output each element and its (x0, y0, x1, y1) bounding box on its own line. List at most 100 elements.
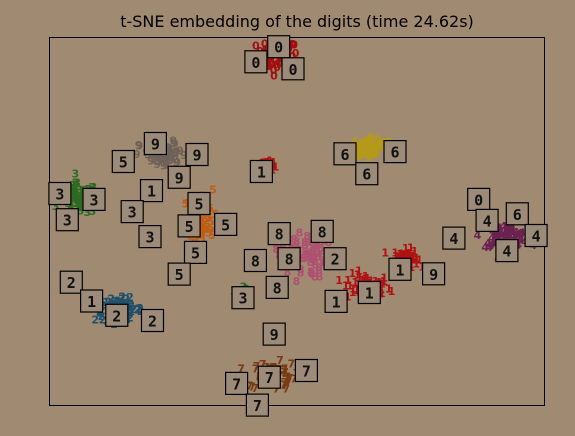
point-digit-9: 9 (166, 147, 174, 160)
point-digit-1: 1 (361, 273, 369, 286)
point-digit-3: 3 (75, 184, 83, 197)
point-digit-7: 7 (284, 376, 292, 389)
digit-thumbnail: 7 (257, 365, 281, 389)
point-digit-7: 7 (286, 372, 294, 385)
point-digit-6: 6 (354, 149, 362, 162)
digit-thumbnail: 9 (422, 262, 446, 286)
point-digit-1: 1 (402, 250, 410, 263)
thumbnail-digit-label: 7 (302, 363, 311, 381)
point-digit-4: 4 (485, 241, 493, 254)
point-digit-4: 4 (498, 233, 506, 246)
point-digit-2: 2 (136, 302, 144, 315)
point-digit-3: 3 (68, 179, 76, 192)
point-digit-0: 0 (267, 59, 275, 72)
thumbnail-digit-label: 2 (67, 274, 76, 292)
point-digit-7: 7 (246, 379, 254, 392)
point-digit-8: 8 (293, 235, 301, 248)
thumbnail-digit-label: 1 (365, 285, 374, 303)
point-digit-8: 8 (319, 257, 327, 270)
point-digit-1: 1 (397, 250, 405, 263)
point-digit-6: 6 (375, 138, 383, 151)
point-digit-1: 1 (402, 249, 410, 262)
point-digit-0: 0 (265, 60, 273, 73)
point-digit-3: 3 (76, 187, 84, 200)
point-digit-4: 4 (506, 232, 514, 245)
thumbnail-frame (267, 222, 291, 246)
thumbnail-digit-label: 1 (147, 183, 156, 201)
point-digit-4: 4 (494, 229, 502, 242)
point-digit-1: 1 (354, 268, 362, 281)
point-digit-5: 5 (198, 228, 206, 241)
thumbnail-frame (55, 208, 79, 232)
point-digit-6: 6 (362, 142, 370, 155)
point-digit-4: 4 (517, 233, 525, 246)
thumbnail-frame (267, 35, 291, 59)
point-digit-1: 1 (404, 249, 412, 262)
point-digit-7: 7 (280, 379, 288, 392)
point-digit-3: 3 (67, 201, 75, 214)
thumbnail-frame (245, 393, 269, 417)
point-digit-8: 8 (313, 246, 321, 259)
point-digit-2: 2 (101, 296, 109, 309)
digit-thumbnail: 1 (139, 179, 164, 203)
point-digit-5: 5 (182, 197, 190, 210)
point-digit-3: 3 (89, 205, 97, 218)
point-digit-6: 6 (366, 149, 374, 162)
point-digit-3: 3 (88, 181, 96, 194)
point-digit-6: 6 (371, 148, 379, 161)
point-digit-8: 8 (309, 245, 317, 258)
point-digit-1: 1 (394, 251, 402, 264)
digit-thumbnail: 5 (111, 149, 135, 174)
point-digit-9: 9 (164, 141, 172, 154)
thumbnail-digit-label: 0 (288, 61, 297, 79)
digit-thumbnail: 1 (324, 289, 348, 313)
point-digit-1: 1 (404, 248, 412, 261)
thumbnail-frame (262, 322, 286, 346)
point-digit-7: 7 (281, 362, 289, 375)
point-digit-9: 9 (162, 152, 170, 165)
point-digit-8: 8 (314, 250, 322, 263)
point-digit-2: 2 (118, 293, 126, 306)
thumbnail-frame (140, 308, 165, 333)
point-digit-8: 8 (316, 271, 324, 284)
point-digit-1: 1 (399, 250, 407, 263)
thumbnail-digit-label: 3 (128, 204, 137, 222)
point-digit-4: 4 (491, 236, 499, 249)
point-digit-1: 1 (348, 267, 356, 280)
point-digit-1: 1 (409, 250, 417, 263)
point-digit-6: 6 (362, 137, 370, 150)
thumbnail-digit-label: 4 (502, 243, 511, 261)
point-digit-3: 3 (71, 177, 79, 190)
thumbnail-frame (323, 247, 347, 271)
point-digit-6: 6 (356, 140, 364, 153)
point-digit-6: 6 (360, 148, 368, 161)
point-digit-2: 2 (98, 310, 106, 323)
thumbnail-frame (505, 202, 529, 226)
point-digit-8: 8 (293, 275, 301, 288)
digit-thumbnail: 2 (105, 303, 129, 327)
point-digit-8: 8 (307, 256, 315, 269)
point-digit-6: 6 (367, 139, 375, 152)
point-digit-5: 5 (187, 233, 195, 246)
point-digit-4: 4 (505, 232, 513, 245)
point-digit-6: 6 (377, 137, 385, 150)
point-digit-0: 0 (289, 38, 297, 51)
point-digit-1: 1 (270, 156, 278, 169)
point-digit-6: 6 (361, 143, 369, 156)
point-digit-6: 6 (370, 145, 378, 158)
point-digit-6: 6 (363, 137, 371, 150)
thumbnail-digit-label: 2 (112, 307, 121, 325)
point-digit-6: 6 (357, 143, 365, 156)
point-digit-0: 0 (271, 53, 279, 66)
point-digit-0: 0 (261, 38, 269, 51)
point-digit-1: 1 (409, 251, 417, 264)
thumbnail-digit-label: 7 (265, 369, 274, 387)
point-digit-3: 3 (52, 200, 60, 213)
digit-thumbnail: 5 (183, 240, 208, 264)
point-digit-4: 4 (503, 229, 511, 242)
thumbnail-digit-label: 8 (273, 279, 282, 297)
point-digit-9: 9 (154, 150, 162, 163)
point-digit-9: 9 (166, 155, 174, 168)
digit-thumbnail: 1 (388, 257, 412, 281)
point-digit-3: 3 (73, 193, 81, 206)
